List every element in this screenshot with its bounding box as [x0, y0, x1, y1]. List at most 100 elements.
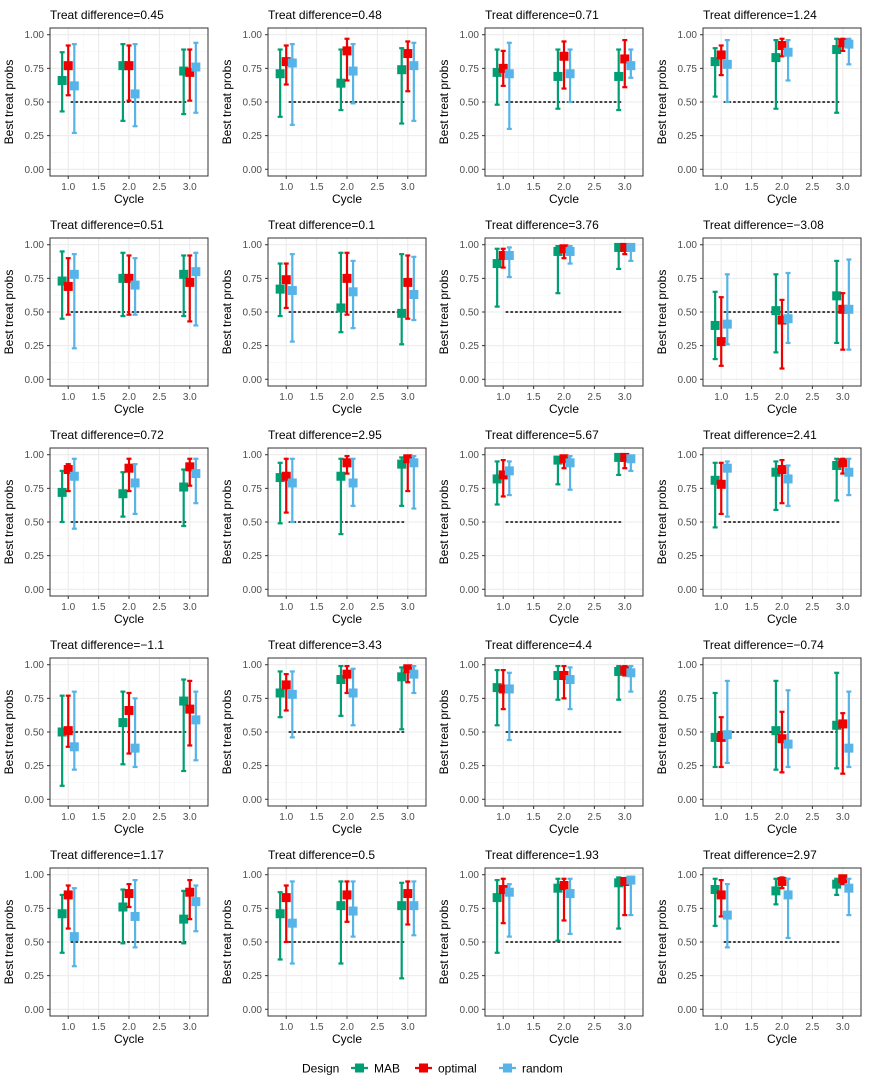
data-point	[63, 726, 73, 736]
data-point	[722, 910, 732, 920]
x-tick-label: 1.0	[279, 182, 293, 193]
x-tick-label: 2.0	[122, 182, 136, 193]
data-point	[844, 304, 854, 314]
data-point	[179, 482, 189, 492]
data-point	[275, 284, 285, 294]
y-tick-label: 0.50	[243, 938, 263, 949]
data-point	[342, 458, 352, 468]
data-point	[185, 277, 195, 287]
y-tick-label: 0.75	[243, 484, 263, 495]
data-point	[504, 69, 514, 79]
facet-title: Treat difference=3.43	[268, 638, 382, 652]
y-tick-label: 0.25	[243, 761, 263, 772]
y-tick-label: 0.00	[243, 375, 263, 386]
y-tick-label: 0.25	[243, 971, 263, 982]
legend-label: MAB	[374, 1062, 400, 1076]
y-tick-label: 0.25	[243, 341, 263, 352]
data-point	[710, 732, 720, 742]
data-point	[336, 303, 346, 313]
facet-panel: Treat difference=−0.74 0.00 0.25 0.50 0.75 1.…	[655, 638, 862, 836]
data-point	[397, 672, 407, 682]
data-point	[722, 319, 732, 329]
y-axis-title: Best treat probs	[655, 900, 669, 985]
data-point	[620, 54, 630, 64]
y-tick-label: 0.75	[243, 274, 263, 285]
data-point	[553, 455, 563, 465]
data-point	[559, 244, 569, 254]
y-tick-label: 0.00	[678, 1005, 698, 1016]
facet-panel: Treat difference=2.95 0.00 0.25 0.50 0.75 1.0…	[220, 428, 427, 626]
x-tick-label: 2.5	[370, 602, 384, 613]
data-point	[504, 684, 514, 694]
data-point	[130, 743, 140, 753]
y-tick-label: 1.00	[243, 660, 263, 671]
data-point	[397, 65, 407, 75]
x-tick-label: 2.5	[152, 1022, 166, 1033]
y-tick-label: 0.75	[243, 694, 263, 705]
y-tick-label: 1.00	[25, 450, 45, 461]
facet-panel: Treat difference=0.48 0.00 0.25 0.50 0.75 1.0…	[220, 8, 427, 206]
data-point	[336, 675, 346, 685]
legend-key-point	[419, 1063, 428, 1073]
y-axis-title: Best treat probs	[2, 900, 16, 985]
data-point	[118, 718, 128, 728]
data-point	[69, 932, 79, 942]
data-point	[620, 665, 630, 675]
y-tick-label: 0.50	[678, 518, 698, 529]
data-point	[118, 489, 128, 499]
data-point	[492, 259, 502, 269]
x-tick-label: 3.0	[183, 812, 197, 823]
data-point	[124, 61, 134, 71]
facet-title: Treat difference=0.48	[268, 8, 382, 22]
data-point	[553, 883, 563, 893]
data-point	[498, 470, 508, 480]
x-tick-label: 2.0	[122, 602, 136, 613]
x-axis-title: Cycle	[549, 192, 579, 206]
x-tick-label: 1.5	[310, 1022, 324, 1033]
x-tick-label: 3.0	[836, 182, 850, 193]
y-tick-label: 0.25	[25, 341, 45, 352]
y-tick-label: 0.50	[25, 518, 45, 529]
y-tick-label: 0.25	[243, 131, 263, 142]
data-point	[403, 49, 413, 59]
y-tick-label: 0.00	[25, 375, 45, 386]
legend-title: Design	[302, 1062, 339, 1076]
y-tick-label: 0.75	[243, 904, 263, 915]
y-tick-label: 0.75	[678, 694, 698, 705]
facet-title: Treat difference=0.71	[485, 8, 599, 22]
data-point	[710, 320, 720, 330]
facet-title: Treat difference=2.97	[703, 848, 817, 862]
x-tick-label: 3.0	[401, 812, 415, 823]
x-tick-label: 2.0	[122, 812, 136, 823]
x-tick-label: 1.5	[92, 602, 106, 613]
data-point	[844, 467, 854, 477]
data-point	[492, 893, 502, 903]
x-tick-label: 2.5	[152, 392, 166, 403]
y-tick-label: 0.50	[243, 98, 263, 109]
data-point	[57, 487, 67, 497]
data-point	[777, 315, 787, 325]
y-tick-label: 0.75	[678, 904, 698, 915]
y-axis-title: Best treat probs	[437, 480, 451, 565]
data-point	[191, 267, 201, 277]
data-point	[342, 669, 352, 679]
data-point	[342, 890, 352, 900]
facet-title: Treat difference=0.51	[50, 218, 164, 232]
x-tick-label: 2.5	[152, 812, 166, 823]
x-axis-title: Cycle	[549, 402, 579, 416]
x-tick-label: 1.5	[92, 392, 106, 403]
data-point	[130, 280, 140, 290]
data-point	[620, 242, 630, 252]
x-tick-label: 3.0	[618, 392, 632, 403]
data-point	[553, 670, 563, 680]
data-point	[498, 684, 508, 694]
data-point	[553, 246, 563, 256]
y-tick-label: 0.25	[460, 761, 480, 772]
x-tick-label: 1.0	[61, 392, 75, 403]
data-point	[838, 304, 848, 314]
y-tick-label: 0.75	[460, 64, 480, 75]
data-point	[336, 901, 346, 911]
facet-title: Treat difference=0.1	[268, 218, 375, 232]
x-tick-label: 1.0	[279, 812, 293, 823]
